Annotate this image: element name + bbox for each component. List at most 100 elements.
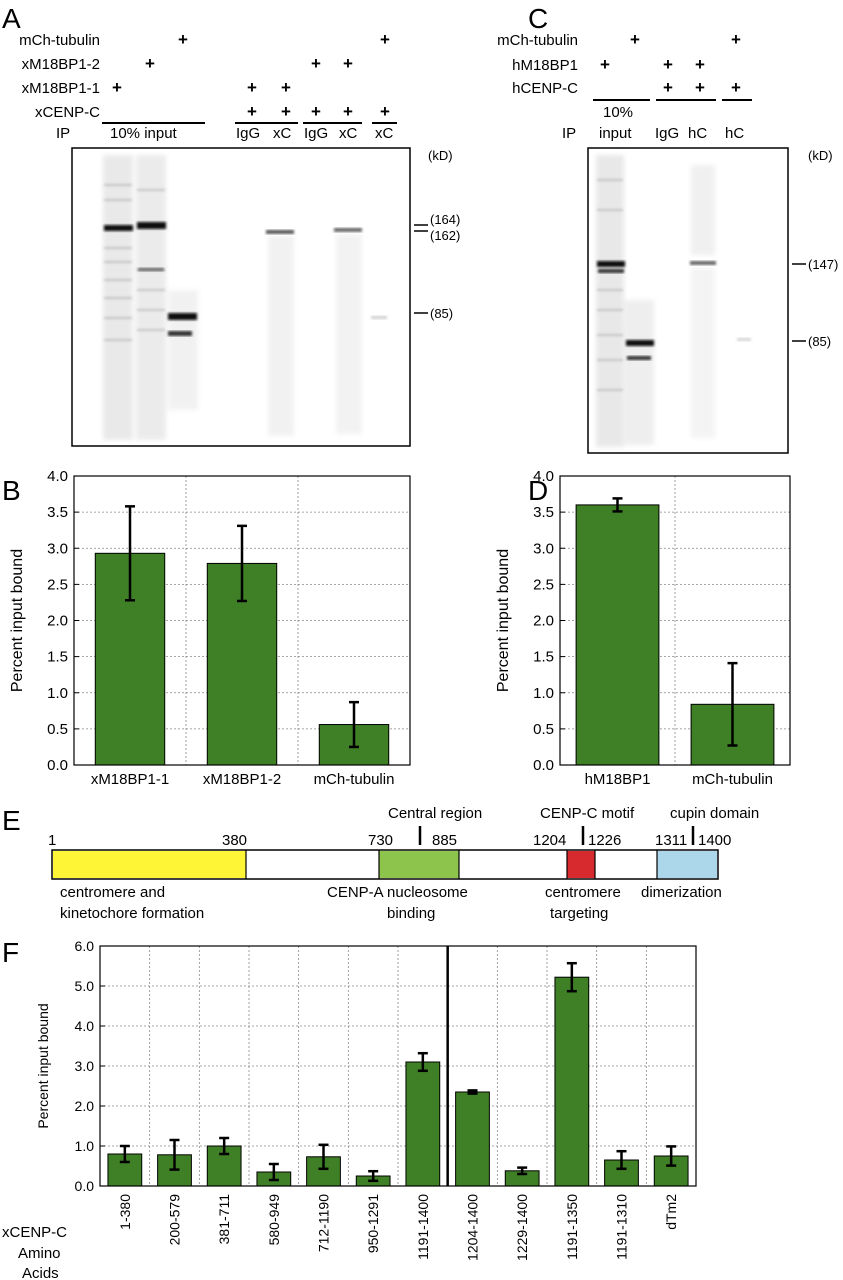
- panel-d-ytick-label: 0.0: [533, 757, 554, 774]
- panel-d-ytick-label: 3.0: [533, 540, 554, 557]
- panel-label-a: A: [2, 3, 21, 34]
- panel-f-ytick-label: 4.0: [75, 1018, 95, 1034]
- panel-d-ytick-label: 4.0: [533, 468, 554, 485]
- panel-b-y-axis-label: Percent input bound: [9, 549, 26, 692]
- panel-a-row-label: xM18BP1-1: [22, 80, 100, 97]
- panel-a-ip-lane-igg-2: IgG: [304, 125, 328, 142]
- position-1: 1: [48, 832, 56, 849]
- panel-f-plot-frame: [99, 945, 697, 1187]
- panel-a-row-label: xM18BP1-2: [22, 56, 100, 73]
- panel-a-plus-mark: +: [311, 54, 321, 73]
- panel-f-row-label-3: Acids: [22, 1265, 59, 1280]
- panel-a-western-blot: mCh-tubulin + + xM18BP1-2 + + + xM18BP1-1 + + + xCE…: [19, 30, 460, 447]
- panel-c-plus-mark: +: [731, 78, 741, 97]
- panel-a-plus-mark: +: [112, 78, 122, 97]
- panel-c-plus-mark: +: [663, 78, 673, 97]
- panel-c-ip-label: IP: [562, 125, 576, 142]
- domain-green: [379, 851, 459, 878]
- panel-a-plus-mark: +: [281, 102, 291, 121]
- panel-c-western-blot: mCh-tubulin + + hM18BP1 + + + hCENP-C + + + 10% IP…: [497, 30, 838, 454]
- panel-b-ytick-label: 3.5: [47, 504, 68, 521]
- panel-b-bar-chart: 0.0 0.5 1.0 1.5 2.0 2.5 3.0 3.5 4.0 xM18BP1-1 xM18…: [9, 468, 411, 788]
- panel-b-ytick-label: 0.5: [47, 721, 68, 738]
- panel-label-b: B: [2, 475, 21, 506]
- panel-b-ytick-label: 4.0: [47, 468, 68, 485]
- function-yellow-1: centromere and: [60, 884, 165, 901]
- panel-d-ytick-label: 1.5: [533, 649, 554, 666]
- panel-a-marker-85: (85): [430, 306, 453, 321]
- panel-c-plus-mark: +: [630, 30, 640, 49]
- panel-c-plus-mark: +: [663, 55, 673, 74]
- panel-a-plus-mark: +: [247, 78, 257, 97]
- panel-b-ytick-label: 1.0: [47, 685, 68, 702]
- panel-d-bar-chart: 0.0 0.5 1.0 1.5 2.0 2.5 3.0 3.5 4.0 hM18BP1 mCh-tu…: [495, 468, 791, 788]
- panel-label-c: C: [528, 3, 548, 34]
- panel-f-category-label: 1191-1400: [415, 1194, 431, 1260]
- panel-a-plus-mark: +: [311, 102, 321, 121]
- panel-a-ip-lane-xc-1: xC: [273, 125, 292, 142]
- panel-c-ip-lane-hc-1: hC: [688, 125, 707, 142]
- panel-e-domain-diagram: Central region CENP-C motif cupin domain…: [48, 805, 759, 922]
- position-380: 380: [222, 832, 247, 849]
- panel-c-plus-mark: +: [600, 55, 610, 74]
- panel-b-ytick-label: 2.5: [47, 576, 68, 593]
- panel-f-row-label-1: xCENP-C: [2, 1224, 67, 1241]
- panel-b-category-label: xM18BP1-1: [91, 771, 169, 788]
- panel-d-y-axis-label: Percent input bound: [495, 549, 512, 692]
- panel-a-ip-lane-xc-3: xC: [375, 125, 394, 142]
- panel-d-ytick-label: 3.5: [533, 504, 554, 521]
- panel-d-ytick-label: 2.5: [533, 576, 554, 593]
- panel-d-ytick-label: 1.0: [533, 685, 554, 702]
- region-label-central: Central region: [388, 805, 482, 822]
- panel-b-ytick-label: 0.0: [47, 757, 68, 774]
- panel-c-ip-lane-hc-2: hC: [725, 125, 744, 142]
- panel-f-bar-chart: 0.0 1.0 2.0 3.0 4.0 5.0 6.0 1-380 200-579 381-711…: [35, 938, 697, 1261]
- panel-a-marker-164: (164): [430, 212, 460, 227]
- domain-yellow: [53, 851, 246, 878]
- panel-f-category-label: dTm2: [663, 1194, 679, 1230]
- panel-c-row-label: mCh-tubulin: [497, 32, 578, 49]
- panel-b-ytick-label: 3.0: [47, 540, 68, 557]
- panel-f-bar: [455, 1091, 490, 1187]
- panel-c-marker-85: (85): [808, 334, 831, 349]
- panel-a-plus-mark: +: [281, 78, 291, 97]
- panel-d-category-label: hM18BP1: [585, 771, 651, 788]
- panel-c-row-label: hCENP-C: [512, 80, 578, 97]
- position-1204: 1204: [533, 832, 566, 849]
- panel-a-marker-162: (162): [430, 228, 460, 243]
- panel-a-kd-label: (kD): [428, 148, 453, 163]
- panel-b-category-label: mCh-tubulin: [314, 771, 395, 788]
- panel-c-plus-mark: +: [695, 78, 705, 97]
- panel-f-row-label-2: Amino: [18, 1245, 61, 1262]
- panel-f-ytick-label: 3.0: [75, 1058, 95, 1074]
- panel-c-condition-rows: mCh-tubulin + + hM18BP1 + + + hCENP-C + + +: [497, 30, 741, 97]
- panel-a-ip-lane-igg-1: IgG: [236, 125, 260, 142]
- function-red-1: centromere: [545, 884, 621, 901]
- panel-label-f: F: [2, 937, 19, 968]
- panel-c-ip-lane-igg: IgG: [655, 125, 679, 142]
- position-1311: 1311: [655, 832, 687, 849]
- domain-red: [567, 851, 595, 878]
- function-green-2: binding: [387, 905, 435, 922]
- panel-c-marker-147: (147): [808, 257, 838, 272]
- panel-b-ytick-label: 1.5: [47, 649, 68, 666]
- panel-f-y-axis-label: Percent input bound: [35, 1003, 51, 1128]
- panel-f-category-label: 1229-1400: [514, 1194, 530, 1261]
- panel-a-row-label: xCENP-C: [35, 104, 100, 121]
- position-1226: 1226: [588, 832, 621, 849]
- panel-a-plus-mark: +: [343, 54, 353, 73]
- panel-f-ytick-label: 2.0: [75, 1098, 95, 1114]
- panel-d-plot-frame: [559, 475, 791, 766]
- panel-d-bar: [575, 504, 660, 766]
- panel-a-plus-mark: +: [145, 54, 155, 73]
- panel-b-ytick-label: 2.0: [47, 613, 68, 630]
- position-1400: 1400: [698, 832, 731, 849]
- function-green-1: CENP-A nucleosome: [327, 884, 468, 901]
- panel-d-ytick-label: 2.0: [533, 613, 554, 630]
- panel-a-row-label: mCh-tubulin: [19, 32, 100, 49]
- panel-d-ytick-label: 0.5: [533, 721, 554, 738]
- panel-a-ip-label: IP: [56, 125, 70, 142]
- position-885: 885: [432, 832, 457, 849]
- panel-f-bar: [554, 976, 590, 1187]
